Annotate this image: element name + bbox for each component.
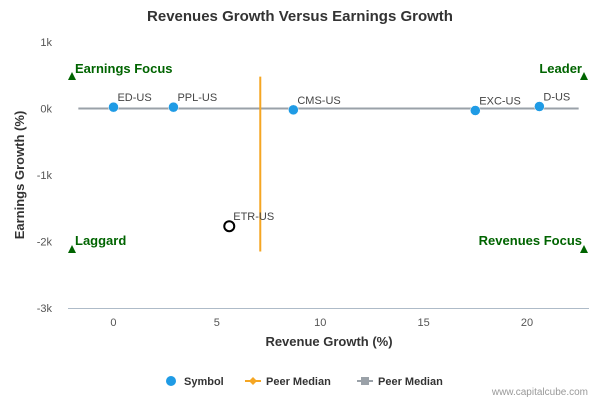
- y-axis-title: Earnings Growth (%): [12, 111, 27, 240]
- y-axis-ticks: 1k 0k -1k -2k -3k: [37, 37, 53, 315]
- legend-item[interactable]: Peer Median: [357, 376, 443, 388]
- data-point[interactable]: [108, 101, 119, 113]
- x-tick-label: 10: [314, 317, 326, 329]
- legend-diamond-icon: [249, 377, 257, 385]
- point-label: CMS-US: [297, 95, 340, 107]
- x-tick-label: 0: [110, 317, 116, 329]
- y-tick-label: -1k: [37, 170, 53, 182]
- y-tick-label: 1k: [40, 37, 52, 49]
- quadrant-label: Leader: [539, 61, 582, 76]
- data-point[interactable]: [470, 105, 481, 116]
- peer-median-lines: [78, 76, 579, 252]
- data-points: ED-US PPL-US CMS-US EXC-US D-US ETR-US: [108, 92, 570, 233]
- legend-square-icon: [361, 377, 369, 385]
- quadrant-marker-icon: [68, 245, 76, 253]
- legend-label: Symbol: [184, 376, 224, 388]
- x-tick-label: 20: [521, 317, 533, 329]
- quadrant-marker-icon: [580, 245, 588, 253]
- quadrant-label: Revenues Focus: [479, 233, 582, 248]
- data-point[interactable]: [534, 101, 545, 112]
- point-label: ED-US: [117, 92, 151, 104]
- y-tick-label: 0k: [40, 104, 52, 116]
- legend-label: Peer Median: [266, 376, 331, 388]
- x-axis-title: Revenue Growth (%): [265, 334, 392, 349]
- data-point[interactable]: [288, 104, 299, 116]
- quadrant-marker-icon: [580, 72, 588, 80]
- legend-item[interactable]: Symbol: [166, 376, 224, 388]
- quadrant-label: Earnings Focus: [75, 61, 173, 76]
- credit-text: www.capitalcube.com: [491, 387, 588, 398]
- data-point-highlight[interactable]: [223, 220, 236, 233]
- y-tick-label: -3k: [37, 303, 53, 315]
- x-axis-ticks: 0 5 10 15 20: [110, 317, 533, 329]
- quadrant-marker-icon: [68, 72, 76, 80]
- quadrant-label: Laggard: [75, 233, 126, 248]
- point-label: ETR-US: [233, 211, 274, 223]
- chart-title: Revenues Growth Versus Earnings Growth: [147, 8, 453, 25]
- legend[interactable]: Symbol Peer Median Peer Median: [166, 376, 443, 388]
- legend-label: Peer Median: [378, 376, 443, 388]
- legend-item[interactable]: Peer Median: [245, 376, 331, 388]
- point-label: D-US: [543, 92, 570, 104]
- data-point[interactable]: [168, 101, 179, 113]
- point-label: EXC-US: [479, 95, 521, 107]
- quadrant-labels: Earnings Focus Leader Laggard Revenues Focu…: [68, 61, 588, 253]
- legend-symbol-icon: [166, 376, 176, 386]
- x-tick-label: 5: [214, 317, 220, 329]
- x-tick-label: 15: [417, 317, 429, 329]
- point-label: PPL-US: [177, 92, 217, 104]
- y-tick-label: -2k: [37, 237, 53, 249]
